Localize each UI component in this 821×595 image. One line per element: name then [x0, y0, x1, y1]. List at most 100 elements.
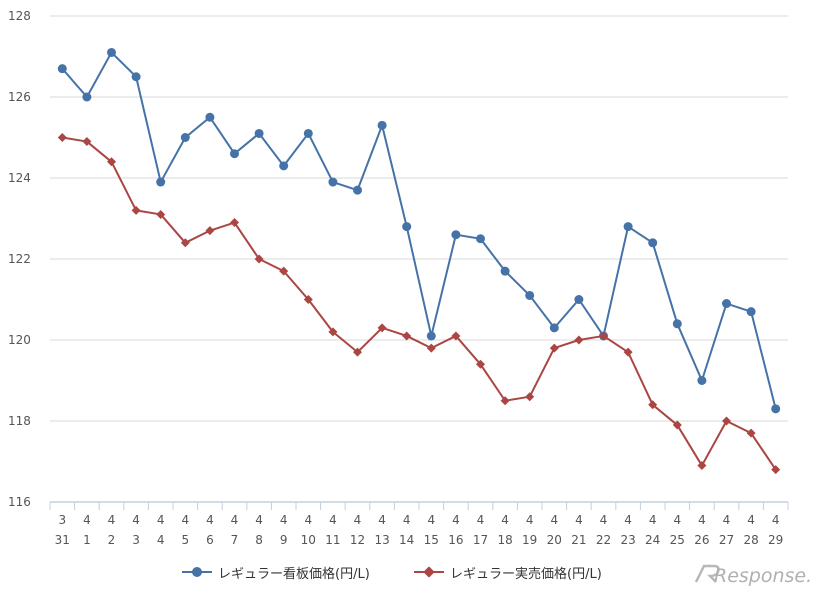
data-point-diamond[interactable] — [82, 137, 92, 147]
y-axis-tick-labels: 116 118 120 122 124 126 128 — [8, 9, 31, 509]
x-tick-label-month: 4 — [280, 513, 288, 527]
y-tick-label: 122 — [8, 252, 31, 266]
x-tick-label-month: 4 — [108, 513, 116, 527]
data-point-diamond[interactable] — [230, 218, 239, 228]
x-tick-label-day: 24 — [645, 533, 660, 547]
data-point-diamond[interactable] — [599, 331, 608, 341]
data-point-diamond[interactable] — [500, 396, 510, 406]
y-tick-label: 128 — [8, 9, 31, 23]
data-point-circle[interactable] — [402, 222, 412, 232]
series-line — [61, 51, 777, 410]
y-tick-label: 124 — [8, 171, 31, 185]
data-point-circle[interactable] — [648, 238, 658, 248]
data-point-diamond[interactable] — [303, 295, 313, 304]
x-tick-label-day: 13 — [374, 533, 389, 547]
data-point-circle[interactable] — [525, 290, 535, 300]
data-point-diamond[interactable] — [746, 428, 756, 438]
x-tick-label-day: 9 — [280, 533, 288, 547]
y-tick-label: 118 — [8, 414, 31, 428]
legend-item-signboard-price[interactable]: レギュラー看板価格(円/L) — [182, 562, 370, 582]
x-axis-tick-labels: 3314142434445464748494104114124134144154… — [55, 513, 784, 547]
x-tick-label-month: 4 — [83, 513, 91, 527]
data-point-diamond[interactable] — [353, 347, 362, 357]
x-tick-label-month: 4 — [132, 513, 140, 527]
data-point-diamond[interactable] — [697, 461, 707, 471]
data-point-diamond[interactable] — [722, 416, 731, 426]
data-point-diamond[interactable] — [156, 209, 166, 219]
data-point-diamond[interactable] — [549, 343, 559, 353]
x-tick-label-day: 29 — [768, 533, 783, 547]
data-point-diamond[interactable] — [57, 133, 67, 142]
data-point-diamond[interactable] — [279, 266, 289, 276]
x-tick-label-day: 12 — [350, 533, 365, 547]
data-point-circle[interactable] — [57, 64, 67, 74]
data-point-diamond[interactable] — [205, 226, 215, 236]
data-point-diamond[interactable] — [131, 205, 141, 215]
data-point-circle[interactable] — [107, 47, 116, 57]
data-point-circle[interactable] — [82, 92, 92, 102]
data-point-circle[interactable] — [328, 177, 338, 187]
data-point-circle[interactable] — [205, 112, 215, 122]
data-point-circle[interactable] — [476, 234, 485, 244]
x-tick-label-day: 1 — [83, 533, 91, 547]
data-point-circle[interactable] — [500, 266, 510, 276]
data-point-circle[interactable] — [451, 230, 461, 240]
series-1 — [57, 47, 781, 414]
data-point-diamond[interactable] — [254, 254, 264, 264]
data-point-circle[interactable] — [279, 161, 289, 171]
data-point-diamond[interactable] — [476, 359, 485, 369]
data-point-diamond[interactable] — [623, 347, 633, 357]
data-point-diamond[interactable] — [574, 335, 584, 345]
watermark-text: Response. — [714, 565, 812, 587]
data-point-circle[interactable] — [156, 177, 166, 187]
data-point-circle[interactable] — [131, 72, 141, 82]
legend-item-actual-price[interactable]: レギュラー実売価格(円/L) — [414, 562, 602, 582]
data-point-diamond[interactable] — [107, 157, 116, 167]
y-tick-label: 126 — [8, 90, 31, 104]
data-point-diamond[interactable] — [402, 331, 412, 341]
x-tick-label-day: 31 — [55, 533, 70, 547]
x-tick-label-month: 4 — [723, 513, 731, 527]
x-tick-label-day: 5 — [181, 533, 189, 547]
x-tick-label-month: 4 — [575, 513, 583, 527]
series-2 — [57, 133, 781, 475]
data-point-circle[interactable] — [426, 331, 436, 341]
legend-label-signboard-price: レギュラー看板価格(円/L) — [218, 566, 370, 582]
data-point-circle[interactable] — [353, 185, 362, 195]
legend-swatch-circle-icon — [182, 565, 212, 579]
x-tick-label-day: 26 — [694, 533, 709, 547]
data-point-diamond[interactable] — [672, 420, 682, 430]
x-tick-label-month: 4 — [354, 513, 362, 527]
data-point-circle[interactable] — [180, 133, 190, 142]
data-point-circle[interactable] — [230, 149, 239, 159]
data-point-diamond[interactable] — [648, 400, 658, 410]
x-tick-label-day: 20 — [547, 533, 562, 547]
legend-label-actual-price: レギュラー実売価格(円/L) — [450, 566, 602, 582]
data-point-diamond[interactable] — [180, 238, 190, 248]
data-point-circle[interactable] — [722, 299, 731, 309]
data-point-diamond[interactable] — [377, 323, 387, 333]
data-point-diamond[interactable] — [771, 465, 781, 475]
data-point-circle[interactable] — [377, 120, 387, 130]
data-point-diamond[interactable] — [451, 331, 461, 341]
data-point-circle[interactable] — [549, 323, 559, 333]
data-point-circle[interactable] — [746, 307, 756, 317]
x-tick-label-month: 4 — [255, 513, 263, 527]
data-point-circle[interactable] — [574, 295, 584, 304]
data-point-circle[interactable] — [254, 128, 264, 138]
grid-lines — [50, 15, 788, 503]
data-point-circle[interactable] — [771, 404, 781, 414]
x-tick-label-day: 10 — [301, 533, 316, 547]
data-point-diamond[interactable] — [328, 327, 338, 337]
x-tick-label-day: 14 — [399, 533, 414, 547]
x-tick-label-month: 4 — [206, 513, 214, 527]
data-point-diamond[interactable] — [525, 392, 535, 402]
x-tick-label-month: 4 — [649, 513, 657, 527]
data-point-circle[interactable] — [623, 222, 633, 232]
data-point-circle[interactable] — [672, 319, 682, 329]
x-tick-label-month: 4 — [304, 513, 312, 527]
data-point-circle[interactable] — [303, 128, 313, 138]
data-point-circle[interactable] — [697, 376, 707, 385]
data-point-diamond[interactable] — [426, 343, 436, 353]
